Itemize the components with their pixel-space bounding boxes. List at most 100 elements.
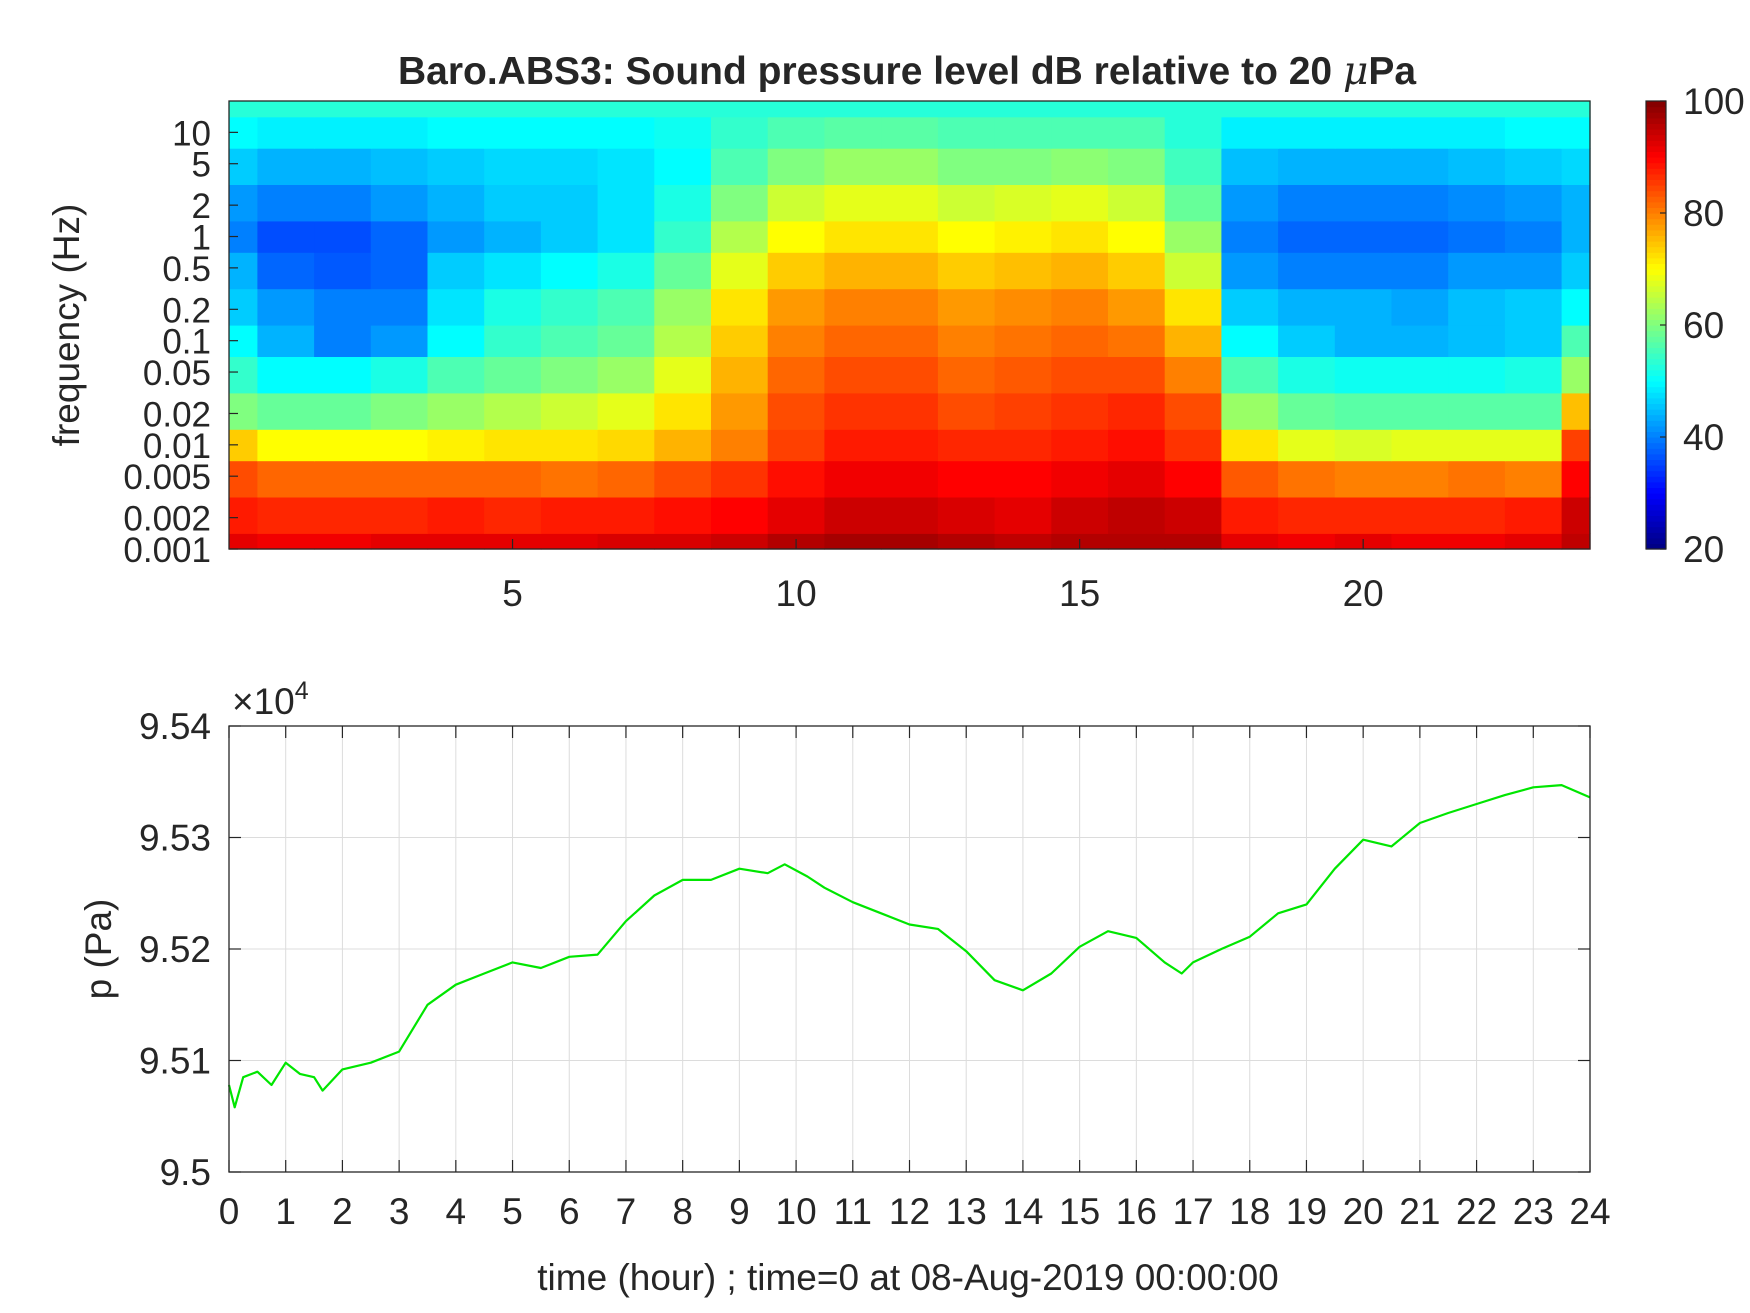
colorbar-segment	[1646, 487, 1666, 494]
colorbar-tick-label: 80	[1683, 193, 1724, 234]
heatmap-cell	[314, 533, 372, 550]
heatmap-cell	[1108, 101, 1166, 118]
colorbar-segment	[1646, 229, 1666, 236]
colorbar-segment	[1646, 470, 1666, 477]
heatmap-cell	[1221, 392, 1279, 430]
heatmap-cell	[257, 220, 315, 253]
heatmap-cell	[1164, 252, 1222, 290]
heatmap-cell	[1448, 460, 1506, 498]
pressure-x-tick-label: 7	[616, 1191, 637, 1232]
heatmap-cell	[1164, 356, 1222, 394]
heatmap-cell	[427, 116, 485, 149]
colorbar-segment	[1646, 207, 1666, 214]
heatmap-cell	[767, 288, 825, 326]
heatmap-cell	[484, 496, 542, 534]
heatmap-cell	[1278, 101, 1336, 118]
y-exponent-label: ×104	[232, 677, 309, 722]
heatmap-cell	[1334, 460, 1393, 498]
colorbar-segment	[1646, 179, 1666, 186]
heatmap-cell	[937, 184, 996, 222]
heatmap-cell	[1221, 148, 1279, 185]
colorbar-segment	[1646, 537, 1666, 544]
heatmap-cell	[1448, 288, 1506, 326]
spectrogram-y-axis-label: frequency (Hz)	[46, 204, 87, 447]
heatmap-cell	[229, 496, 258, 534]
heatmap-cell	[654, 356, 712, 394]
heatmap-cell	[654, 429, 712, 462]
colorbar-segment	[1646, 140, 1666, 147]
pressure-x-tick-label: 10	[776, 1191, 817, 1232]
heatmap-cell	[1561, 460, 1591, 498]
colorbar-segment	[1646, 246, 1666, 253]
heatmap-cell	[1221, 101, 1279, 118]
colorbar-segment	[1646, 498, 1666, 505]
heatmap-cell	[427, 101, 485, 118]
heatmap-cell	[1504, 429, 1563, 462]
heatmap-cell	[881, 288, 939, 326]
heatmap-cell	[767, 356, 825, 394]
heatmap-cell	[427, 184, 485, 222]
heatmap-cell	[824, 325, 882, 357]
heatmap-cell	[1221, 325, 1279, 357]
colorbar-ticks: 20 40 60 80 100	[1660, 81, 1745, 570]
colorbar-segment	[1646, 319, 1666, 326]
heatmap-cell	[597, 184, 655, 222]
pressure-x-tick-label: 12	[889, 1191, 930, 1232]
colorbar-segment	[1646, 431, 1666, 438]
colorbar-segment	[1646, 101, 1666, 108]
colorbar-tick-label: 40	[1683, 417, 1724, 458]
heatmap-cell	[711, 184, 769, 222]
heatmap-cell	[711, 496, 769, 534]
pressure-x-tick-label: 1	[275, 1191, 296, 1232]
colorbar	[1646, 101, 1666, 550]
colorbar-segment	[1646, 235, 1666, 242]
heatmap-cell	[824, 496, 882, 534]
heatmap-cell	[540, 101, 599, 118]
heatmap-cell	[229, 356, 258, 394]
heatmap-cell	[1051, 392, 1109, 430]
heatmap-cell	[1278, 116, 1336, 149]
heatmap-cell	[1221, 116, 1279, 149]
heatmap-cell	[1051, 116, 1109, 149]
colorbar-segment	[1646, 252, 1666, 259]
pressure-y-tick-label: 9.5	[160, 1152, 211, 1193]
heatmap-cell	[540, 325, 599, 357]
heatmap-cell	[824, 356, 882, 394]
heatmap-cell	[257, 533, 315, 550]
spectrogram-y-ticks: 0.0010.0020.0050.010.020.050.10.20.51251…	[123, 114, 238, 570]
colorbar-tick-label: 20	[1683, 529, 1724, 570]
spectrogram-y-tick-label: 0.2	[162, 291, 211, 330]
heatmap-cell	[1334, 496, 1393, 534]
heatmap-cell	[1334, 252, 1393, 290]
heatmap-cell	[1391, 356, 1449, 394]
heatmap-cell	[767, 252, 825, 290]
heatmap-cell	[937, 356, 996, 394]
heatmap-cell	[1108, 252, 1166, 290]
heatmap-cell	[597, 429, 655, 462]
heatmap-cell	[1561, 101, 1591, 118]
heatmap-cell	[257, 288, 315, 326]
heatmap-cell	[229, 288, 258, 326]
colorbar-segment	[1646, 392, 1666, 399]
heatmap-cell	[1221, 252, 1279, 290]
heatmap-cell	[1051, 101, 1109, 118]
heatmap-cell	[1504, 148, 1563, 185]
heatmap-cell	[937, 116, 996, 149]
heatmap-cell	[711, 392, 769, 430]
heatmap-cell	[1504, 101, 1563, 118]
colorbar-tick-label: 60	[1683, 305, 1724, 346]
heatmap-cell	[1278, 356, 1336, 394]
heatmap-cell	[1108, 325, 1166, 357]
heatmap-cell	[1448, 252, 1506, 290]
colorbar-segment	[1646, 347, 1666, 354]
heatmap-cell	[257, 116, 315, 149]
heatmap-cell	[824, 460, 882, 498]
colorbar-segment	[1646, 358, 1666, 365]
heatmap-cell	[540, 460, 599, 498]
heatmap-cell	[937, 148, 996, 185]
heatmap-cell	[881, 116, 939, 149]
heatmap-cell	[654, 325, 712, 357]
colorbar-segment	[1646, 364, 1666, 371]
heatmap-cell	[1391, 184, 1449, 222]
title-unit: Pa	[1368, 50, 1416, 93]
